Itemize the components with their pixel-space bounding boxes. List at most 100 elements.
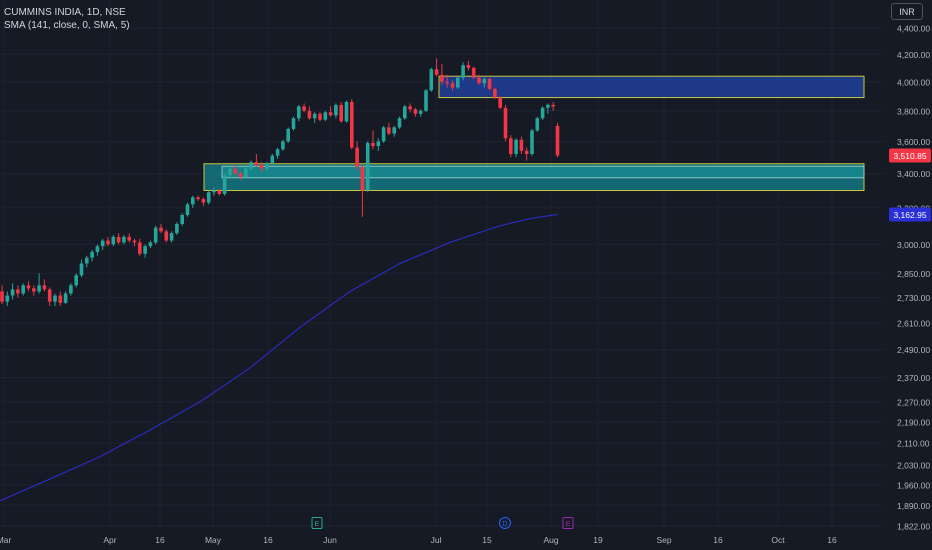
candle-body [334,104,338,116]
candle-body [413,109,418,114]
candle-body [328,112,333,116]
candle-body [212,190,216,193]
candle-body [85,257,89,264]
candle-body [424,90,428,111]
event-marker-letter: D [502,519,508,528]
candle-body [530,130,534,155]
candle-body [37,285,41,292]
candle-body [551,104,555,107]
price-tick-label: 3,400.00 [897,169,930,179]
time-tick-label: 16 [827,535,837,545]
dividend-marker[interactable] [499,517,511,529]
candle-body [16,289,20,294]
candle-body [381,127,386,142]
candle-body [206,192,211,203]
candle-body [21,285,25,294]
candle-body [350,101,354,148]
candle-body [79,263,84,276]
candle-body [122,236,126,243]
candles [0,58,560,306]
price-tick-label: 2,370.00 [897,373,930,383]
candle-body [169,233,174,241]
price-tick-label: 2,190.00 [897,418,930,428]
earnings-marker[interactable] [562,517,574,529]
candle-body [323,112,328,120]
candle-body [482,79,487,84]
last-price-badge[interactable]: 3,510.85 [893,151,926,161]
candle-body [376,141,381,147]
candle-body [493,88,497,98]
candle-body [201,199,206,203]
supply-zone-box[interactable] [438,75,865,99]
candle-body [47,289,52,302]
time-tick-label: Jul [431,535,442,545]
candle-body [58,295,63,303]
demand-zone-box[interactable] [203,163,865,191]
candle-body [461,65,465,78]
candle-body [291,118,296,129]
candle-body [487,79,492,89]
time-tick-label: 16 [713,535,723,545]
time-tick-label: Jun [323,535,337,545]
last-price-badge-bg [889,148,931,163]
candle-body [546,104,550,108]
candle-body [429,69,434,91]
candle-body [403,106,407,119]
currency-button[interactable]: INR [891,3,923,20]
candle-body [265,162,269,169]
candle-body [185,204,190,215]
candle-body [148,242,153,247]
candle-body [254,162,259,166]
candle-body [540,107,545,119]
candle-body [397,118,402,128]
candle-body [132,240,137,243]
sma-141-line [0,213,559,502]
demand-zone-inner-box[interactable] [221,165,865,179]
candle-body [440,74,444,82]
candle-body [249,162,253,169]
candle-body [90,251,94,258]
candle-body [111,236,116,245]
candle-body [180,214,184,224]
earnings-marker[interactable] [311,517,323,529]
time-tick-label: 16 [263,535,273,545]
candle-body [116,236,121,243]
candle-body [519,139,524,151]
candle-body [466,65,471,68]
time-axis[interactable]: Mar Apr 16 May 16 Jun Jul 15 Aug 19 Sep 16 Oct 16 [0,535,837,545]
candle-body [275,149,280,156]
time-tick-label: Sep [656,535,671,545]
candle-body [408,106,412,110]
candle-body [392,127,396,134]
candle-body [32,288,36,292]
price-tick-label: 2,850.00 [897,269,930,279]
price-tick-label: 1,822.00 [897,522,930,532]
price-tick-label: 2,270.00 [897,397,930,407]
price-axis[interactable]: 4,400.00 4,200.00 4,000.00 3,800.00 3,600.00… [889,24,931,532]
candle-body [503,107,508,139]
candle-body [312,113,317,119]
candle-body [281,141,285,150]
price-tick-label: 3,600.00 [897,137,930,147]
candle-body [339,104,343,122]
price-tick-label: 3,000.00 [897,240,930,250]
candle-body [535,118,540,131]
price-tick-label: 2,730.00 [897,293,930,303]
zones[interactable] [203,75,865,191]
candle-body [387,127,391,134]
candle-body [318,113,322,120]
symbol-title[interactable]: CUMMINS INDIA, 1D, NSE [4,7,126,18]
price-tick-label: 2,030.00 [897,460,930,470]
price-tick-label: 4,000.00 [897,77,930,87]
candle-body [456,77,460,88]
event-marker-letter: E [314,519,319,528]
price-tick-label: 1,890.00 [897,501,930,511]
sma-value-badge-bg [889,207,931,222]
sma-value-badge[interactable]: 3,162.95 [893,210,926,220]
candle-body [555,125,560,156]
sma-indicator-label[interactable]: SMA (141, close, 0, SMA, 5) [4,20,130,31]
candle-body [450,83,455,88]
candle-body [270,155,275,163]
